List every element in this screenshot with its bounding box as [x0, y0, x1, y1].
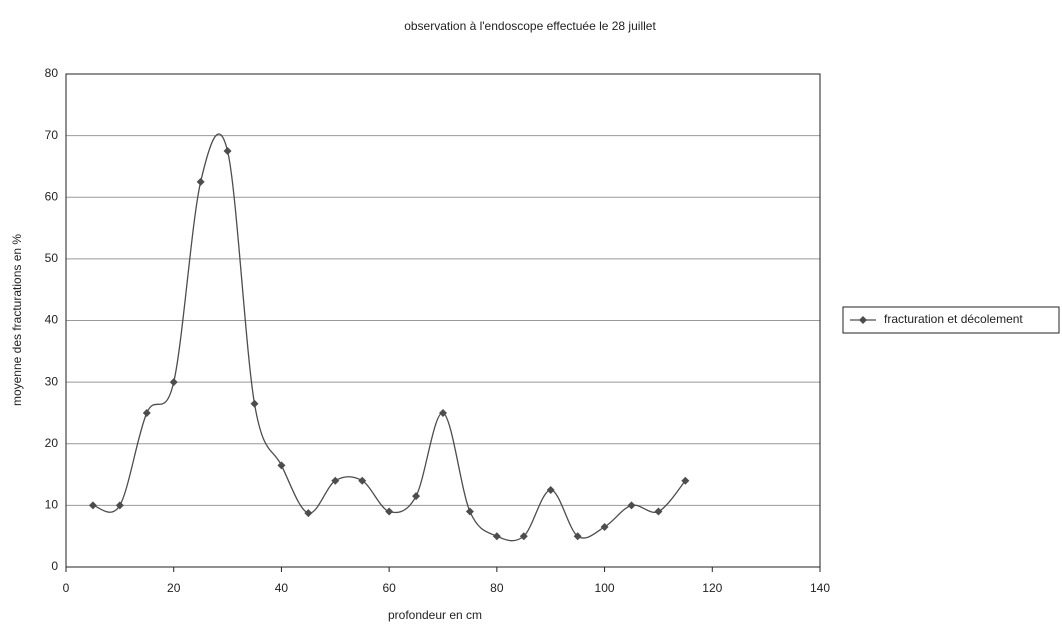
x-tick-label: 140	[810, 581, 830, 595]
y-tick-label: 0	[51, 559, 58, 573]
legend-label: fracturation et décolement	[884, 312, 1023, 326]
x-axis-label: profondeur en cm	[388, 608, 482, 622]
point	[654, 507, 663, 516]
chart-title: observation à l'endoscope effectuée le 2…	[404, 19, 656, 33]
point	[492, 532, 501, 541]
y-tick-label: 40	[45, 313, 59, 327]
point	[358, 476, 367, 485]
x-tick-label: 40	[275, 581, 289, 595]
y-tick-label: 80	[45, 66, 59, 80]
x-tick-label: 0	[63, 581, 70, 595]
point	[277, 461, 286, 470]
point	[142, 408, 151, 417]
point	[385, 507, 394, 516]
point	[412, 492, 421, 501]
point	[465, 507, 474, 516]
y-tick-label: 30	[45, 374, 59, 388]
point	[681, 476, 690, 485]
point	[519, 532, 528, 541]
x-tick-label: 100	[595, 581, 615, 595]
y-tick-label: 20	[45, 436, 59, 450]
point	[223, 147, 232, 156]
point	[546, 485, 555, 494]
point	[169, 378, 178, 387]
x-tick-label: 80	[490, 581, 504, 595]
point	[331, 476, 340, 485]
point	[573, 532, 582, 541]
point	[88, 501, 97, 510]
point	[250, 399, 259, 408]
point	[304, 509, 313, 518]
y-tick-label: 60	[45, 189, 59, 203]
point	[627, 501, 636, 510]
legend-box	[842, 306, 1060, 334]
y-tick-label: 70	[45, 128, 59, 142]
y-tick-label: 50	[45, 251, 59, 265]
x-tick-label: 60	[382, 581, 396, 595]
y-tick-label: 10	[45, 498, 59, 512]
legend-marker	[859, 316, 867, 324]
point	[600, 522, 609, 531]
point	[115, 501, 124, 510]
point	[196, 177, 205, 186]
x-tick-label: 20	[167, 581, 181, 595]
plot-area	[65, 73, 821, 568]
series-line	[92, 133, 686, 542]
x-tick-label: 120	[702, 581, 722, 595]
y-axis-label: moyenne des fracturations en %	[10, 234, 24, 406]
point	[439, 408, 447, 417]
